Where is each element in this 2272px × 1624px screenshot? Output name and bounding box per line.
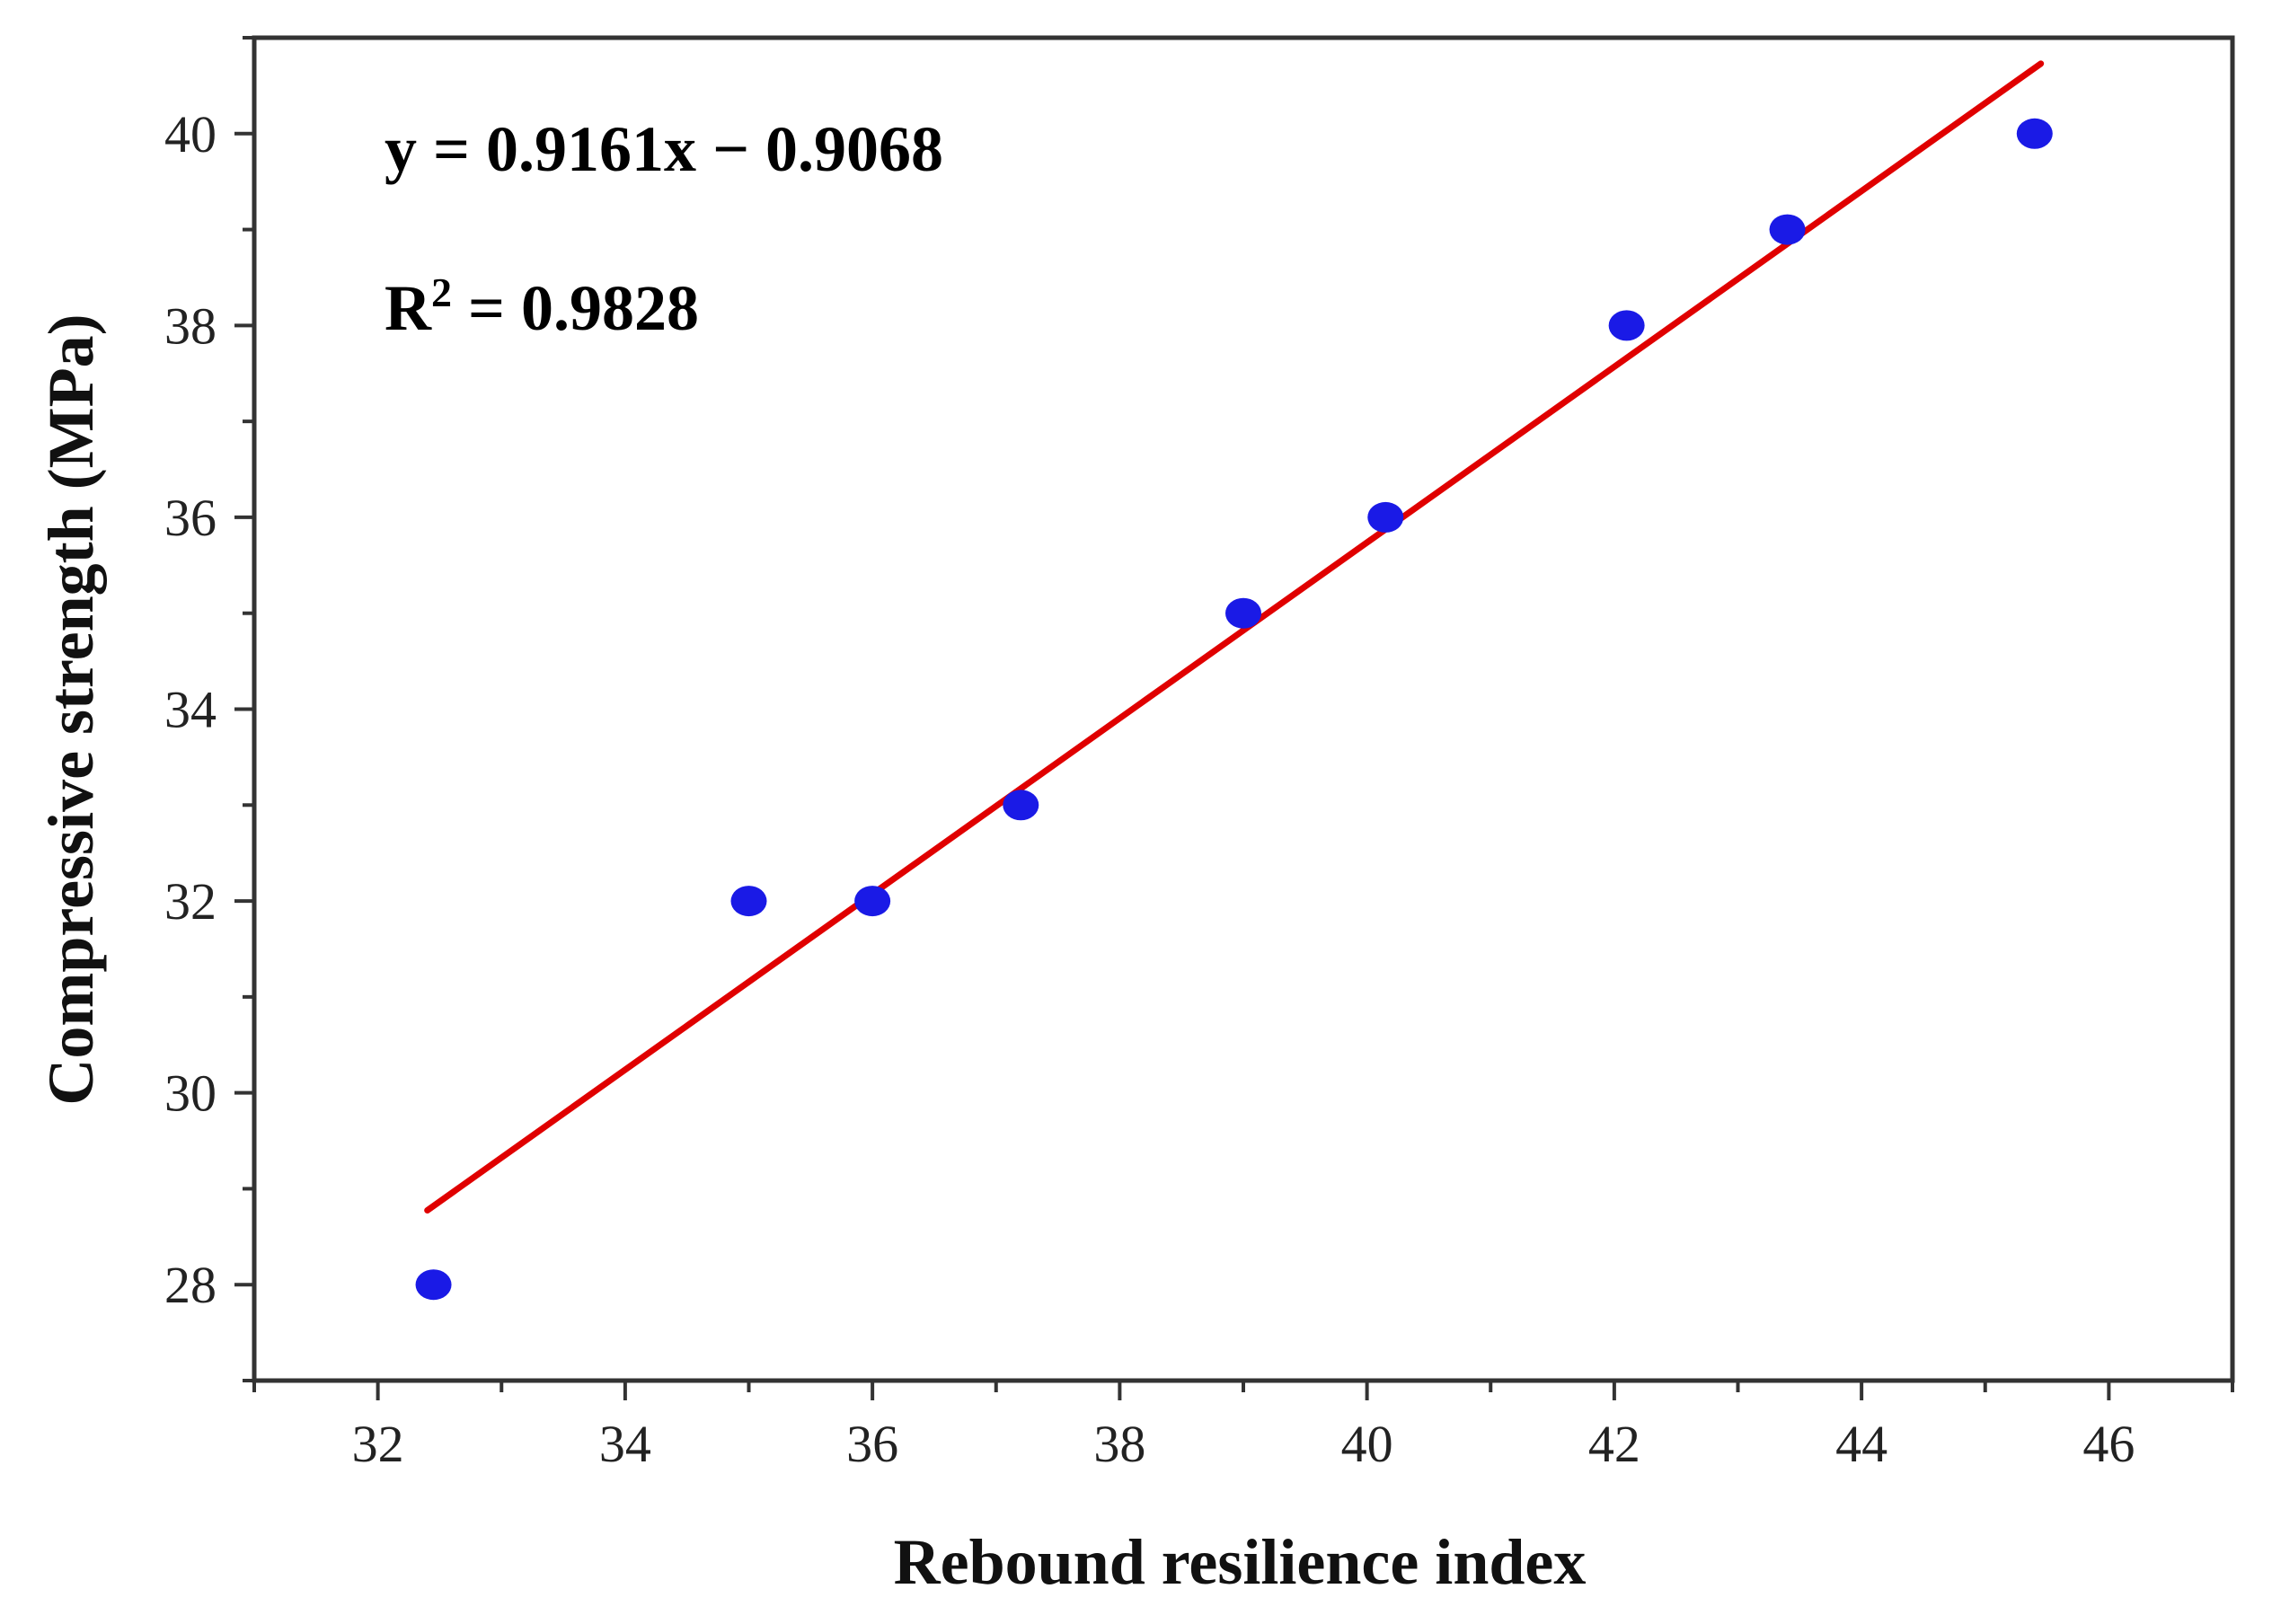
plot-area — [252, 35, 2235, 1383]
data-point — [1367, 501, 1404, 533]
data-point — [1003, 790, 1039, 821]
y-axis-ticks: 28 30 32 34 36 38 40 — [164, 36, 254, 1382]
x-tick-label: 44 — [1835, 1415, 1887, 1473]
x-tick-label: 38 — [1093, 1415, 1145, 1473]
regression-equation: y = 0.9161x − 0.9068 — [385, 113, 943, 185]
y-tick-label: 40 — [164, 105, 217, 163]
x-tick-label: 46 — [2082, 1415, 2135, 1473]
x-tick-label: 32 — [352, 1415, 404, 1473]
data-point — [730, 886, 767, 917]
y-tick-label: 34 — [164, 681, 217, 739]
data-point — [854, 886, 891, 917]
x-tick-label: 42 — [1588, 1415, 1640, 1473]
y-tick-label: 30 — [164, 1064, 217, 1123]
data-point — [1769, 214, 1806, 245]
x-axis-title: Rebound resilience index — [894, 1526, 1587, 1598]
r-squared-annotation: R2 = 0.9828 — [385, 269, 699, 344]
x-axis-ticks: 32 34 36 38 40 42 44 46 — [252, 1381, 2234, 1473]
data-point — [1225, 597, 1261, 629]
y-axis-title: Compressive strength (MPa) — [35, 313, 107, 1105]
r-squared-superscript: 2 — [431, 269, 452, 315]
x-tick-label: 40 — [1341, 1415, 1393, 1473]
y-tick-label: 38 — [164, 296, 217, 355]
data-point — [2016, 118, 2053, 149]
fit-line-group — [424, 60, 2045, 1214]
y-tick-label: 36 — [164, 489, 217, 547]
plot-frame — [252, 35, 2235, 1383]
y-tick-label: 28 — [164, 1256, 217, 1314]
data-point — [1608, 310, 1645, 341]
data-point — [415, 1269, 452, 1301]
r-squared-value: = 0.9828 — [452, 272, 699, 344]
x-tick-label: 36 — [846, 1415, 898, 1473]
regression-line — [424, 60, 2045, 1214]
x-tick-label: 34 — [599, 1415, 651, 1473]
r-squared-prefix: R — [385, 272, 432, 344]
y-tick-label: 32 — [164, 872, 217, 931]
data-points — [415, 118, 2053, 1301]
